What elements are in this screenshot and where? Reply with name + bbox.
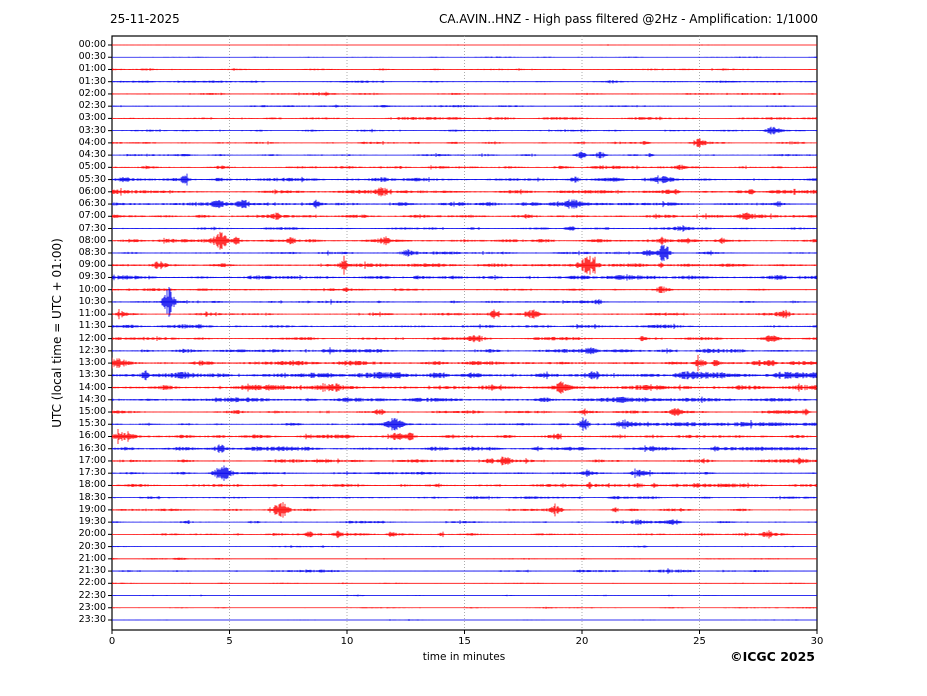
row-time-label: 18:30 [78,491,106,503]
row-time-label: 05:30 [78,173,106,185]
row-time-label: 04:00 [78,136,106,148]
row-time-label: 16:30 [78,442,106,454]
row-time-label: 17:30 [78,467,106,479]
x-tick-label: 20 [575,636,589,647]
row-time-label: 06:00 [78,185,106,197]
row-time-label: 17:00 [78,454,106,466]
row-time-label: 02:30 [78,100,106,112]
row-time-label: 19:00 [78,503,106,515]
row-time-label: 21:30 [78,565,106,577]
row-time-label: 23:30 [78,613,106,625]
row-time-label: 15:30 [78,418,106,430]
row-time-label: 02:00 [78,87,106,99]
row-time-label: 09:30 [78,271,106,283]
row-time-label: 18:00 [78,479,106,491]
row-time-label: 03:30 [78,124,106,136]
row-time-label: 01:30 [78,75,106,87]
row-time-label: 15:00 [78,406,106,418]
row-time-label: 13:00 [78,357,106,369]
row-time-label: 08:00 [78,234,106,246]
row-time-label: 08:30 [78,246,106,258]
row-time-label: 10:30 [78,295,106,307]
row-time-label: 00:00 [78,39,106,50]
row-time-label: 22:30 [78,589,106,601]
row-time-label: 07:30 [78,222,106,234]
row-time-label: 12:30 [78,344,106,356]
row-time-label: 00:30 [78,51,106,63]
row-time-label: 14:00 [78,381,106,393]
row-time-label: 14:30 [78,393,106,405]
copyright-label: ©ICGC 2025 [730,649,815,664]
row-time-label: 03:00 [78,112,106,124]
row-time-label: 10:00 [78,283,106,295]
row-time-label: 05:00 [78,161,106,173]
row-time-label: 21:00 [78,552,106,564]
row-time-label: 07:00 [78,210,106,222]
row-time-label: 23:00 [78,601,106,613]
row-time-label: 12:00 [78,332,106,344]
row-time-label: 20:30 [78,540,106,552]
row-time-label: 13:30 [78,369,106,381]
row-time-label: 16:00 [78,430,106,442]
row-time-label: 09:00 [78,259,106,271]
x-tick-label: 15 [458,636,471,647]
x-tick-label: 10 [340,636,354,647]
row-time-label: 20:00 [78,528,106,540]
row-time-label: 11:30 [78,320,106,332]
x-tick-label: 25 [693,636,706,647]
row-time-label: 04:30 [78,149,106,161]
x-axis-label: time in minutes [422,651,506,663]
x-tick-label: 30 [810,636,824,647]
x-tick-label: 5 [226,636,233,647]
row-time-label: 01:00 [78,63,106,75]
row-time-label: 06:30 [78,198,106,210]
row-time-label: 22:00 [78,577,106,589]
x-tick-label: 0 [108,636,116,647]
row-time-label: 19:30 [78,516,106,528]
row-time-label: 11:00 [78,308,106,320]
